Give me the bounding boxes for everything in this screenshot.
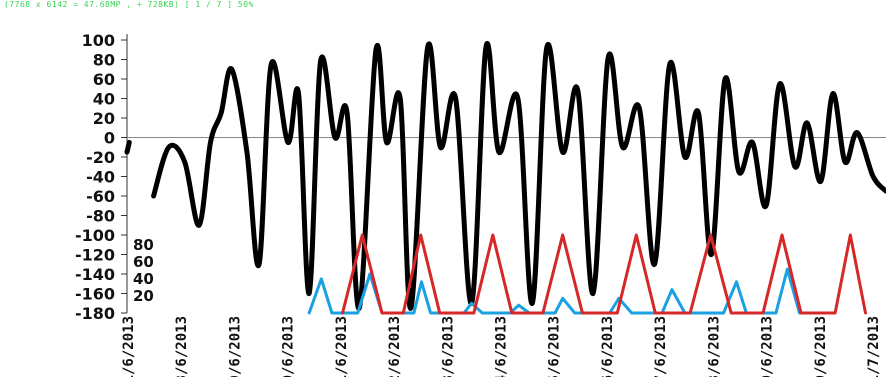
overlay-tick-label: 40 xyxy=(133,270,154,288)
y-tick-label: 80 xyxy=(93,51,115,70)
x-tick-group: 10/6/2013 xyxy=(281,316,297,377)
y-tick-label: 100 xyxy=(82,31,115,50)
image-viewer-status: (7768 x 6142 = 47.68MP , + 728KB) [ 1 / … xyxy=(4,0,254,9)
x-tick-label: 14/6/2013 xyxy=(494,316,510,377)
y-tick-label: -80 xyxy=(86,207,115,226)
data-series xyxy=(124,41,886,315)
x-tick-group: 1/7/2013 xyxy=(866,316,882,377)
x-tick-group: 16/6/2013 xyxy=(600,316,616,377)
x-tick-group: 3/6/2013 xyxy=(440,316,456,377)
x-tick-label: 17/6/2013 xyxy=(653,316,669,377)
x-tick-group: 14/6/2013 xyxy=(494,316,510,377)
x-tick-label: 8/6/2013 xyxy=(706,316,722,377)
red-series-line xyxy=(341,233,868,315)
main-y-axis: 100806040200-20-40-60-80-100-120-140-160… xyxy=(75,31,128,323)
main-series-line xyxy=(124,139,132,155)
x-tick-label: 16/6/2013 xyxy=(600,316,616,377)
y-tick-label: -40 xyxy=(86,168,115,187)
y-tick-label: -120 xyxy=(75,246,115,265)
x-tick-label: 19/6/2013 xyxy=(760,316,776,377)
y-tick-label: -180 xyxy=(75,304,115,323)
y-tick-label: 60 xyxy=(93,70,115,89)
y-tick-label: -60 xyxy=(86,187,115,206)
x-tick-group: 0/6/2013 xyxy=(813,316,829,377)
x-tick-label: 10/6/2013 xyxy=(281,316,297,377)
y-tick-label: 0 xyxy=(104,129,115,148)
main-series-line xyxy=(151,41,886,311)
x-tick-group: 19/6/2013 xyxy=(760,316,776,377)
x-tick-group: 1/6/2013 xyxy=(334,316,350,377)
x-tick-group: 17/6/2013 xyxy=(653,316,669,377)
x-tick-label: 1/6/2013 xyxy=(121,316,137,377)
x-tick-group: 12/6/2013 xyxy=(387,316,403,377)
x-tick-group: 1/6/2013 xyxy=(121,316,137,377)
y-tick-label: 40 xyxy=(93,90,115,109)
x-tick-group: 9/6/2013 xyxy=(227,316,243,377)
overlay-tick-label: 80 xyxy=(133,236,154,254)
x-tick-group: 8/6/2013 xyxy=(174,316,190,377)
x-tick-label: 3/6/2013 xyxy=(440,316,456,377)
y-tick-label: 20 xyxy=(93,109,115,128)
x-tick-label: 9/6/2013 xyxy=(227,316,243,377)
x-tick-label: 12/6/2013 xyxy=(387,316,403,377)
date-x-axis: 1/6/2013 8/6/2013 9/6/2013 10/6/2013 1/6/201… xyxy=(121,316,882,377)
x-tick-label: 1/7/2013 xyxy=(866,316,882,377)
y-tick-label: -100 xyxy=(75,226,115,245)
x-tick-label: 0/6/2013 xyxy=(813,316,829,377)
y-tick-label: -140 xyxy=(75,265,115,284)
x-tick-label: 1/6/2013 xyxy=(334,316,350,377)
overlay-tick-label: 20 xyxy=(133,287,154,305)
x-tick-group: 5/6/2013 xyxy=(547,316,563,377)
y-tick-label: -160 xyxy=(75,285,115,304)
x-tick-label: 8/6/2013 xyxy=(174,316,190,377)
x-tick-group: 8/6/2013 xyxy=(706,316,722,377)
x-tick-label: 5/6/2013 xyxy=(547,316,563,377)
overlay-tick-label: 60 xyxy=(133,253,154,271)
y-tick-label: -20 xyxy=(86,148,115,167)
